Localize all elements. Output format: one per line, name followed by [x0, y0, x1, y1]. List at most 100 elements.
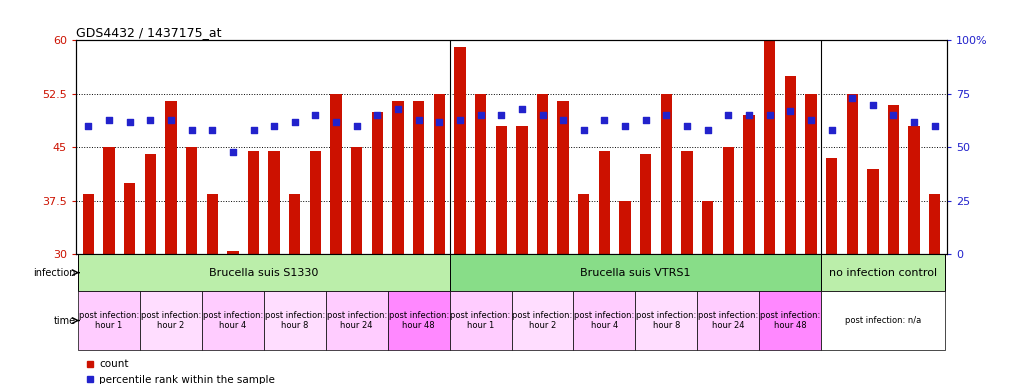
Bar — [289, 194, 301, 384]
Point — [679, 123, 695, 129]
Point — [163, 116, 179, 122]
Bar — [578, 194, 590, 384]
Point — [555, 116, 571, 122]
Bar — [388, 291, 450, 350]
Bar — [826, 158, 837, 384]
Bar — [263, 291, 326, 350]
Point — [142, 116, 158, 122]
Point — [205, 127, 221, 133]
Bar — [764, 40, 775, 384]
Point — [720, 112, 736, 118]
Text: post infection:
hour 8: post infection: hour 8 — [636, 311, 697, 330]
Point — [514, 106, 530, 112]
Text: post infection:
hour 24: post infection: hour 24 — [326, 311, 387, 330]
Point — [432, 119, 448, 125]
Bar — [744, 115, 755, 384]
Bar — [909, 126, 920, 384]
Bar — [557, 101, 569, 384]
Point — [183, 127, 200, 133]
Bar — [227, 251, 238, 384]
Bar — [822, 291, 945, 350]
Bar — [805, 94, 816, 384]
Bar — [454, 48, 466, 384]
Point — [390, 106, 406, 112]
Bar — [248, 151, 259, 384]
Bar — [392, 101, 404, 384]
Point — [101, 116, 118, 122]
Text: post infection:
hour 48: post infection: hour 48 — [389, 311, 449, 330]
Bar — [722, 147, 734, 384]
Point — [245, 127, 261, 133]
Text: post infection: n/a: post infection: n/a — [845, 316, 921, 325]
Bar — [702, 201, 713, 384]
Point — [865, 101, 881, 108]
Bar — [78, 254, 450, 291]
Bar — [310, 151, 321, 384]
Bar — [268, 151, 280, 384]
Point — [885, 112, 902, 118]
Bar — [165, 101, 176, 384]
Point — [225, 149, 241, 155]
Bar — [103, 147, 114, 384]
Bar — [202, 291, 263, 350]
Bar — [573, 291, 635, 350]
Bar — [186, 147, 198, 384]
Bar — [847, 94, 858, 384]
Text: Brucella suis S1330: Brucella suis S1330 — [209, 268, 318, 278]
Bar — [450, 254, 822, 291]
Text: post infection:
hour 1: post infection: hour 1 — [451, 311, 511, 330]
Text: infection: infection — [33, 268, 76, 278]
Point — [348, 123, 365, 129]
Bar — [599, 151, 610, 384]
Text: post infection:
hour 2: post infection: hour 2 — [141, 311, 201, 330]
Bar — [450, 291, 512, 350]
Point — [597, 116, 613, 122]
Bar — [867, 169, 878, 384]
Bar — [413, 101, 424, 384]
Point — [927, 123, 943, 129]
Text: time: time — [54, 316, 76, 326]
Point — [700, 127, 716, 133]
Point — [493, 112, 510, 118]
Point — [122, 119, 138, 125]
Bar — [372, 112, 383, 384]
Bar — [78, 291, 140, 350]
Point — [762, 112, 778, 118]
Bar — [682, 151, 693, 384]
Text: post infection:
hour 48: post infection: hour 48 — [760, 311, 821, 330]
Text: no infection control: no infection control — [829, 268, 937, 278]
Text: GDS4432 / 1437175_at: GDS4432 / 1437175_at — [76, 26, 222, 39]
Point — [535, 112, 551, 118]
Point — [658, 112, 675, 118]
Bar — [635, 291, 697, 350]
Point — [802, 116, 819, 122]
Bar — [822, 254, 945, 291]
Bar — [124, 183, 136, 384]
Legend: count, percentile rank within the sample: count, percentile rank within the sample — [81, 355, 279, 384]
Text: post infection:
hour 4: post infection: hour 4 — [203, 311, 263, 330]
Point — [307, 112, 323, 118]
Bar — [207, 194, 218, 384]
Bar — [785, 76, 796, 384]
Point — [782, 108, 798, 114]
Point — [844, 95, 860, 101]
Text: post infection:
hour 8: post infection: hour 8 — [264, 311, 325, 330]
Point — [452, 116, 468, 122]
Point — [266, 123, 283, 129]
Bar — [697, 291, 760, 350]
Bar — [140, 291, 202, 350]
Bar — [495, 126, 506, 384]
Text: post infection:
hour 1: post infection: hour 1 — [79, 311, 139, 330]
Point — [741, 112, 757, 118]
Point — [328, 119, 344, 125]
Text: post infection:
hour 4: post infection: hour 4 — [574, 311, 634, 330]
Text: post infection:
hour 2: post infection: hour 2 — [513, 311, 572, 330]
Point — [410, 116, 426, 122]
Text: post infection:
hour 24: post infection: hour 24 — [698, 311, 759, 330]
Bar — [83, 194, 94, 384]
Point — [575, 127, 592, 133]
Text: Brucella suis VTRS1: Brucella suis VTRS1 — [580, 268, 691, 278]
Bar — [887, 104, 900, 384]
Bar — [929, 194, 940, 384]
Point — [824, 127, 840, 133]
